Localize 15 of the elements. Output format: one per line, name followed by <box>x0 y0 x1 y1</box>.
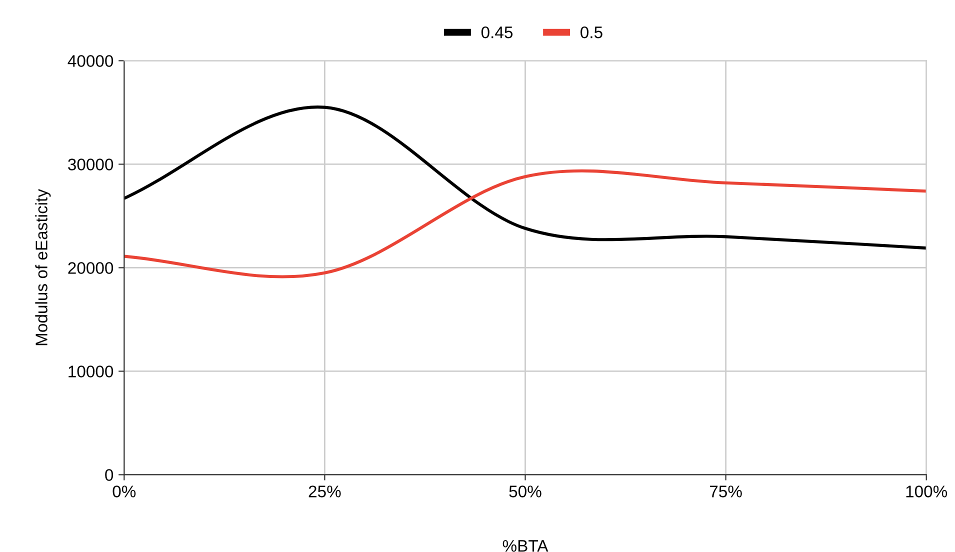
x-tick-label: 100% <box>906 486 948 498</box>
y-tick-label: 30000 <box>68 158 114 170</box>
x-tick-label: 50% <box>509 486 542 498</box>
line-series <box>124 106 926 250</box>
x-tick-label: 25% <box>308 486 341 498</box>
y-axis-title: Modulus of eEasticity <box>35 189 51 346</box>
y-tick-label: 10000 <box>68 366 114 378</box>
x-axis-title: %BTA <box>502 540 548 552</box>
y-tick-label: 40000 <box>68 55 114 67</box>
x-tick-label: 75% <box>710 486 742 498</box>
legend-label: 0.5 <box>580 26 602 38</box>
legend-label: 0.45 <box>481 26 513 38</box>
y-tick-label: 0 <box>105 469 114 481</box>
y-tick-label: 20000 <box>68 262 114 274</box>
x-tick-label: 0% <box>112 486 136 498</box>
